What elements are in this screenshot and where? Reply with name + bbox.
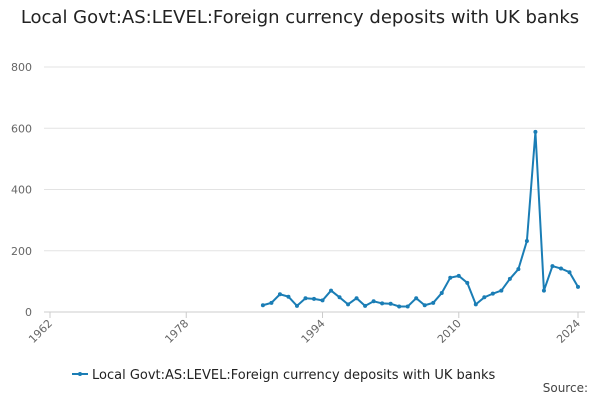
point — [507, 276, 512, 281]
point — [269, 300, 274, 305]
point — [312, 296, 316, 301]
x-tick-label: 1962 — [26, 317, 55, 346]
y-tick-label: 800 — [11, 61, 32, 74]
point — [320, 298, 325, 303]
point — [456, 273, 461, 278]
point — [499, 288, 504, 293]
point — [337, 295, 342, 300]
y-tick-label: 0 — [25, 306, 32, 319]
line — [262, 131, 579, 308]
point — [363, 303, 368, 308]
point — [473, 302, 478, 307]
point — [329, 288, 334, 293]
point — [524, 238, 529, 243]
point — [558, 266, 563, 271]
point — [567, 270, 572, 275]
y-tick-label: 600 — [11, 122, 32, 135]
x-tick-label: 2010 — [435, 317, 464, 346]
point — [346, 302, 351, 307]
point — [490, 291, 495, 296]
point — [439, 291, 444, 296]
point — [422, 303, 427, 308]
point — [550, 264, 555, 269]
y-tick-label: 400 — [11, 184, 32, 197]
point — [294, 303, 299, 308]
point — [533, 129, 538, 134]
point — [516, 267, 521, 272]
point — [576, 284, 580, 289]
point — [277, 292, 282, 297]
y-tick-label: 200 — [11, 245, 32, 258]
x-tick-label: 2024 — [554, 317, 583, 346]
point — [448, 275, 453, 280]
point — [388, 301, 393, 306]
point — [482, 295, 487, 300]
point — [354, 296, 359, 301]
point — [371, 299, 376, 304]
point — [303, 296, 308, 301]
point — [414, 296, 419, 301]
point — [405, 304, 410, 309]
point — [431, 300, 436, 305]
source: Source: — [543, 381, 588, 395]
point — [541, 288, 546, 293]
point — [380, 301, 385, 306]
point — [465, 280, 470, 285]
x-tick-label: 1994 — [299, 317, 328, 346]
point — [260, 303, 265, 308]
legend-marker — [78, 372, 82, 376]
point — [286, 294, 291, 299]
point — [397, 304, 402, 309]
chart-title: Local Govt:AS:LEVEL:Foreign currency dep… — [20, 7, 580, 28]
x-tick-label: 1978 — [162, 317, 191, 346]
legend-label: Local Govt:AS:LEVEL:Foreign currency dep… — [92, 368, 495, 383]
